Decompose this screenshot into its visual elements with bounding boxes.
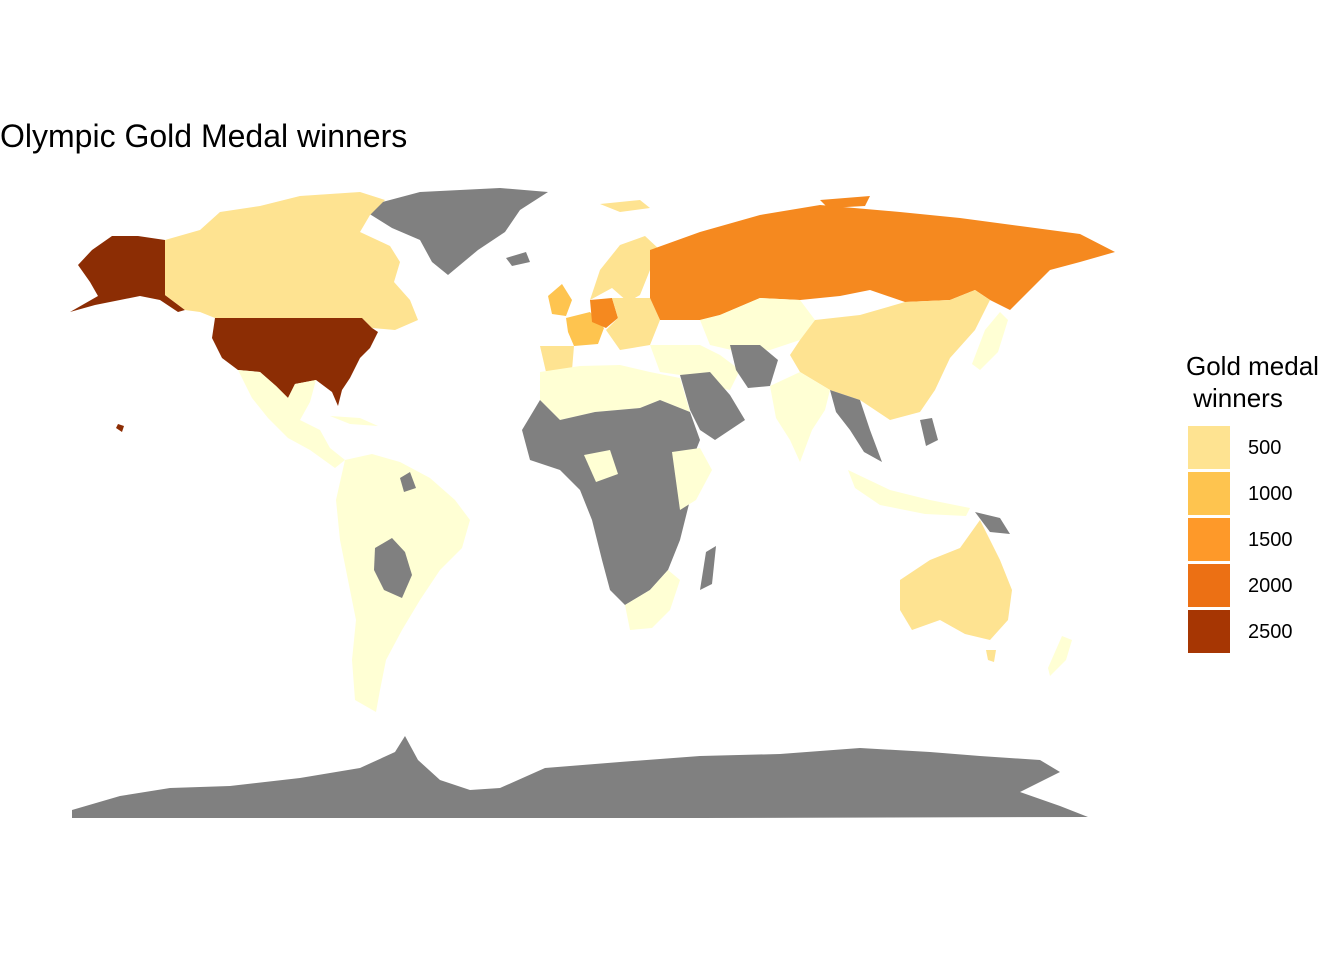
region-canada bbox=[165, 192, 418, 330]
region-germany bbox=[590, 298, 618, 328]
legend-label: 2000 bbox=[1248, 575, 1293, 597]
region-hawaii bbox=[116, 424, 124, 432]
region-antarctica bbox=[72, 736, 1088, 818]
region-iran-afghanistan bbox=[730, 345, 778, 388]
region-arabia bbox=[680, 372, 745, 440]
region-south-africa bbox=[625, 570, 680, 630]
region-alaska bbox=[70, 236, 185, 312]
region-norway-sweden-finland bbox=[590, 236, 660, 302]
region-japan bbox=[972, 312, 1008, 370]
region-svalbard-arctic bbox=[600, 200, 650, 212]
legend-swatch bbox=[1188, 610, 1230, 653]
region-nigeria bbox=[584, 450, 618, 482]
region-bolivia bbox=[374, 538, 412, 598]
region-north-africa bbox=[540, 365, 690, 420]
region-central-europe bbox=[606, 298, 660, 350]
region-united-states bbox=[212, 318, 378, 406]
legend: Gold medal winners 500 1000 1500 2000 25… bbox=[1186, 350, 1336, 656]
legend-swatch bbox=[1188, 564, 1230, 607]
region-new-zealand bbox=[1048, 636, 1072, 676]
region-new-guinea bbox=[975, 512, 1010, 534]
legend-swatch bbox=[1188, 518, 1230, 561]
region-united-kingdom bbox=[548, 284, 572, 316]
region-southeast-asia bbox=[830, 390, 882, 462]
region-turkey-middle-east bbox=[650, 345, 740, 390]
region-russia bbox=[650, 205, 1115, 320]
region-mexico bbox=[238, 370, 345, 468]
region-iceland bbox=[506, 252, 530, 266]
legend-key: 1000 bbox=[1186, 472, 1336, 518]
legend-key: 1500 bbox=[1186, 518, 1336, 564]
region-australia bbox=[900, 520, 1012, 640]
legend-key: 2000 bbox=[1186, 564, 1336, 610]
legend-key: 500 bbox=[1186, 426, 1336, 472]
legend-label: 2500 bbox=[1248, 621, 1293, 643]
legend-swatch bbox=[1188, 426, 1230, 469]
region-central-africa bbox=[522, 400, 700, 605]
legend-swatch bbox=[1188, 472, 1230, 515]
region-arctic-russia bbox=[820, 196, 870, 208]
region-china-mongolia bbox=[790, 290, 990, 420]
region-kazakhstan-central-asia bbox=[700, 298, 815, 352]
legend-label: 500 bbox=[1248, 437, 1282, 459]
region-tasmania bbox=[986, 650, 996, 662]
region-guianas bbox=[400, 472, 416, 492]
legend-keys: 500 1000 1500 2000 2500 bbox=[1186, 426, 1336, 656]
region-indonesia bbox=[848, 470, 970, 516]
legend-label: 1000 bbox=[1248, 483, 1293, 505]
map-title: Olympic Gold Medal winners bbox=[0, 118, 408, 154]
region-india bbox=[770, 372, 830, 462]
legend-title: Gold medal winners bbox=[1186, 351, 1319, 413]
region-iberia bbox=[540, 346, 574, 372]
region-greenland bbox=[360, 188, 548, 275]
region-east-africa bbox=[672, 448, 712, 510]
legend-key: 2500 bbox=[1186, 610, 1336, 656]
region-madagascar bbox=[700, 546, 716, 590]
region-cuba bbox=[330, 416, 378, 426]
legend-label: 1500 bbox=[1248, 529, 1293, 551]
region-philippines bbox=[920, 418, 938, 446]
